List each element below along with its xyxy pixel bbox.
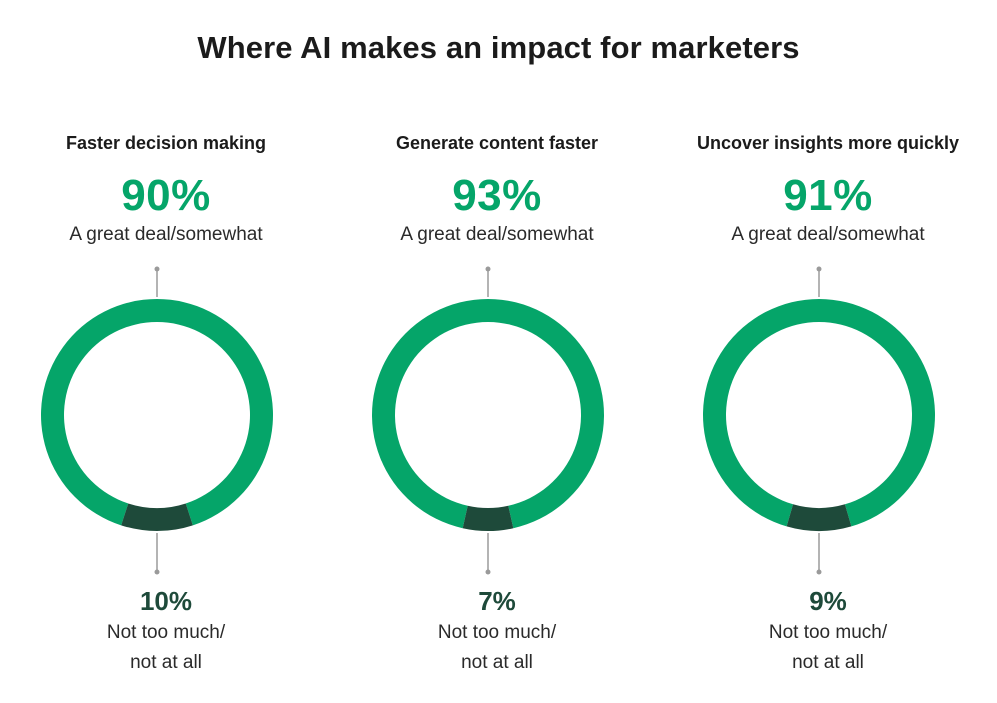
negative-label-line-1: Not too much/ xyxy=(106,622,226,643)
panel-label: Generate content faster xyxy=(395,133,599,153)
donut-segment-negative xyxy=(462,505,514,531)
donut-chart xyxy=(703,266,935,575)
leader-dot-top xyxy=(154,266,160,272)
leader-dot-bottom xyxy=(154,569,160,575)
positive-percentage: 93% xyxy=(452,171,542,220)
panel-label: Uncover insights more quickly xyxy=(696,133,960,153)
leader-dot-top xyxy=(816,266,822,272)
negative-label-line-2: not at all xyxy=(130,652,202,673)
donut-panel-content-faster: Generate content faster 93% A great deal… xyxy=(331,0,663,703)
donut-segment-positive xyxy=(41,299,274,526)
positive-label: A great deal/somewhat xyxy=(400,224,594,245)
donut-segment-negative xyxy=(786,504,852,531)
donut-segment-negative xyxy=(121,503,193,531)
donut-panel-decision-making: Faster decision making 90% A great deal/… xyxy=(0,0,332,703)
negative-label-line-2: not at all xyxy=(792,652,864,673)
chart-title: Where AI makes an impact for marketers xyxy=(197,30,800,65)
negative-label-line-2: not at all xyxy=(461,652,533,673)
panel-label: Faster decision making xyxy=(65,133,267,153)
leader-dot-bottom xyxy=(816,569,822,575)
negative-percentage: 7% xyxy=(478,586,516,616)
donut-segment-positive xyxy=(372,298,604,529)
leader-dot-bottom xyxy=(485,569,491,575)
donut-chart xyxy=(41,266,274,575)
donut-segment-positive xyxy=(703,299,935,527)
negative-label-line-1: Not too much/ xyxy=(768,622,888,643)
leader-dot-top xyxy=(485,266,491,272)
donut-chart xyxy=(372,266,604,575)
negative-percentage: 10% xyxy=(139,586,193,616)
positive-percentage: 91% xyxy=(783,171,873,220)
positive-percentage: 90% xyxy=(121,171,211,220)
donut-panel-insights-quickly: Uncover insights more quickly 91% A grea… xyxy=(662,0,994,703)
negative-percentage: 9% xyxy=(809,586,847,616)
negative-label-line-1: Not too much/ xyxy=(437,622,557,643)
positive-label: A great deal/somewhat xyxy=(69,224,263,245)
positive-label: A great deal/somewhat xyxy=(731,224,925,245)
